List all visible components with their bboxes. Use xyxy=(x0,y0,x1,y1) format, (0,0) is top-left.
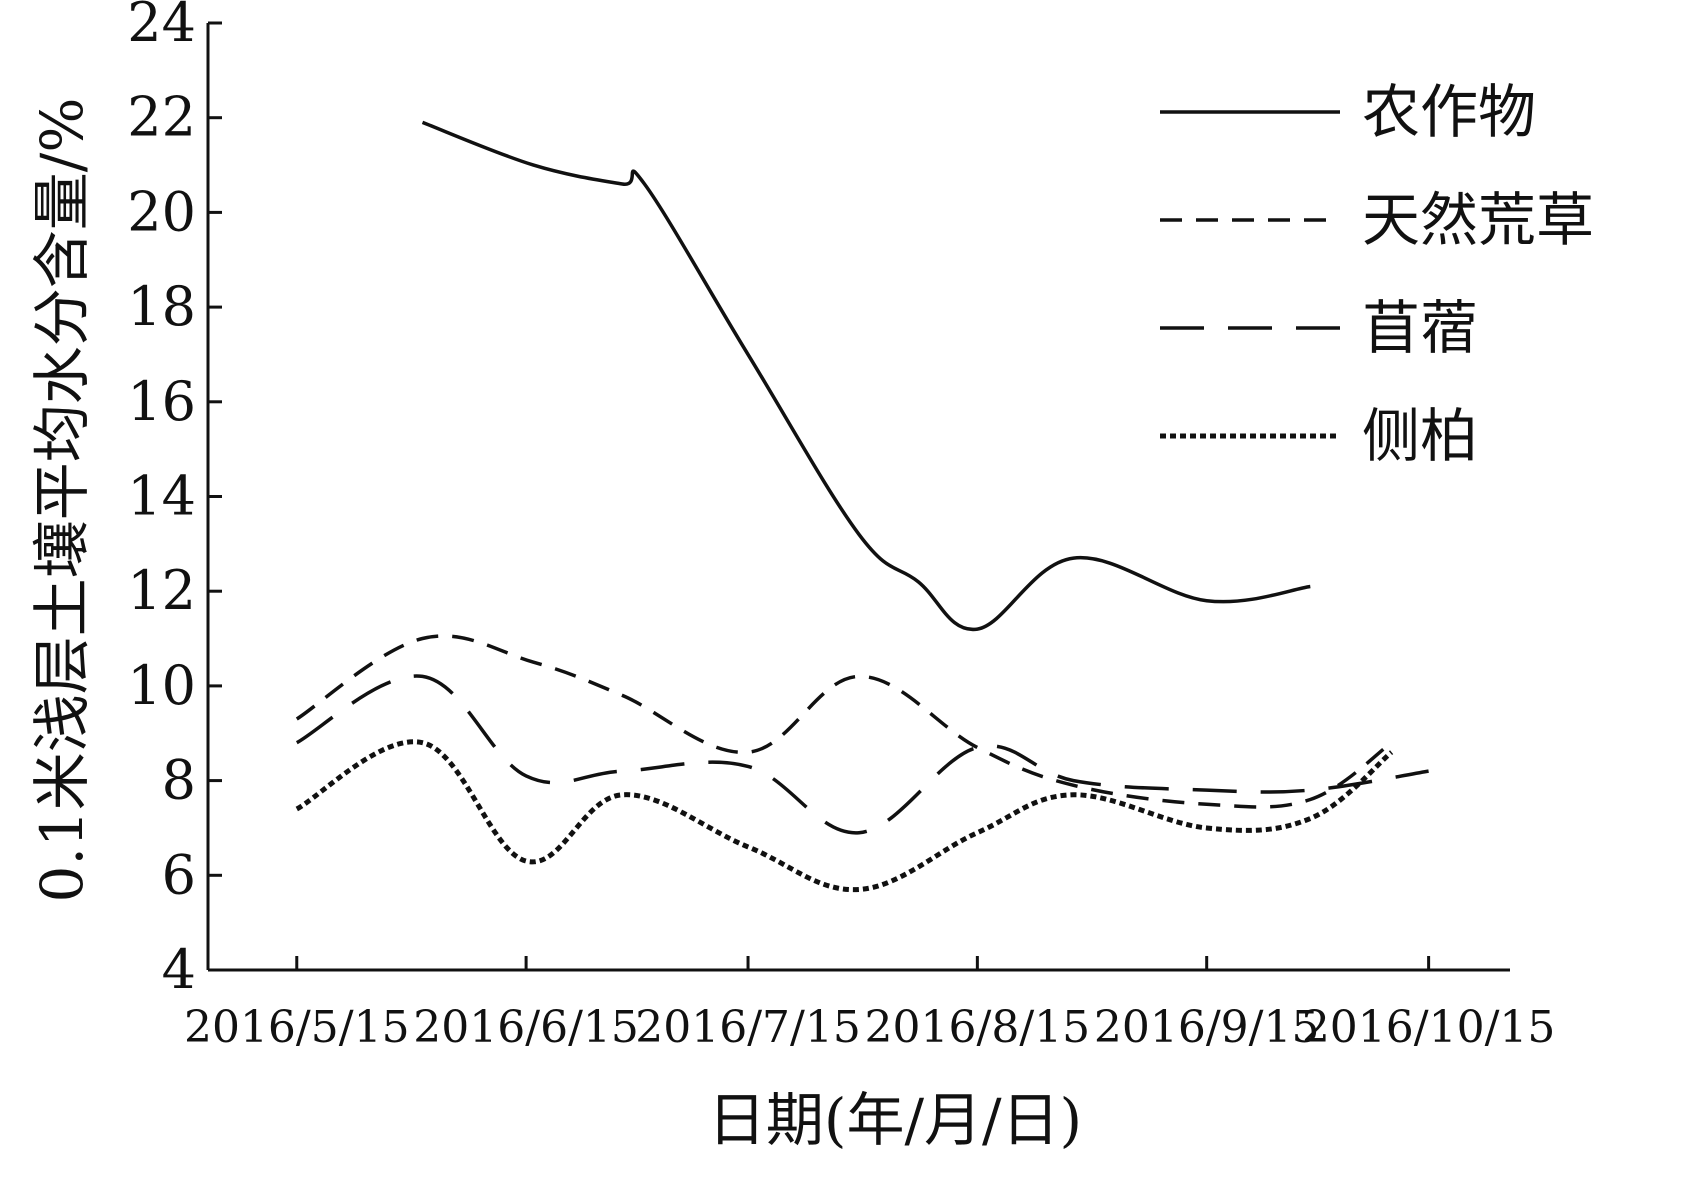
x-tick-label: 2016/5/15 xyxy=(184,1002,410,1053)
x-tick-label: 2016/7/15 xyxy=(635,1002,861,1053)
y-tick-label: 24 xyxy=(127,0,196,54)
series-layer xyxy=(295,120,1429,893)
legend-label-1: 农作物 xyxy=(1362,78,1536,146)
legend-label-4: 侧柏 xyxy=(1362,402,1478,470)
y-tick-label: 16 xyxy=(127,370,196,433)
y-tick-label: 6 xyxy=(162,843,196,906)
x-tick-label: 2016/8/15 xyxy=(865,1002,1091,1053)
y-tick-label: 4 xyxy=(162,938,196,1001)
x-axis-title: 日期(年/月/日) xyxy=(708,1086,1082,1154)
series-line-3 xyxy=(295,674,1429,835)
y-tick-label: 22 xyxy=(127,86,196,149)
y-tick-label: 18 xyxy=(127,275,196,338)
series-line-2 xyxy=(295,634,1393,809)
x-tick-label: 2016/6/15 xyxy=(413,1002,639,1053)
y-tick-label: 12 xyxy=(127,559,196,622)
series-line-4 xyxy=(295,739,1394,893)
y-tick-label: 14 xyxy=(127,465,196,528)
series-line-1 xyxy=(421,120,1311,632)
y-tick-label: 10 xyxy=(127,654,196,717)
x-tick-label: 2016/9/15 xyxy=(1094,1002,1320,1053)
y-tick-label: 20 xyxy=(127,180,196,243)
legend-label-3: 苜蓿 xyxy=(1362,294,1478,362)
legend-label-2: 天然荒草 xyxy=(1362,186,1594,254)
y-axis-title: 0.1米浅层土壤平均水分含量/% xyxy=(28,98,96,903)
y-tick-label: 8 xyxy=(162,749,196,812)
x-tick-label: 2016/10/15 xyxy=(1302,1002,1556,1053)
